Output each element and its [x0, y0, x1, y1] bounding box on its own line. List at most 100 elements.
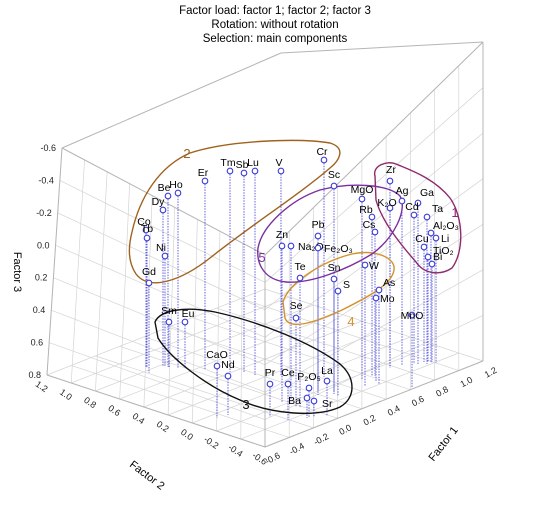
point-marker: [266, 380, 274, 388]
x-tick-label: 0.2: [362, 413, 378, 428]
point-label: Mo: [380, 293, 395, 305]
left-wall-gridline: [49, 342, 266, 420]
group-label-4: 4: [347, 314, 354, 329]
point-label: Ba: [288, 395, 301, 407]
z-axis-label: Factor 3: [11, 252, 23, 292]
z-tick-label: 0.2: [35, 273, 48, 283]
floor-gridline: [119, 312, 338, 400]
point-marker: [386, 177, 394, 185]
floor-gridline: [240, 298, 459, 371]
left-wall-gridline: [95, 171, 108, 392]
point-marker: [287, 242, 295, 250]
point-marker: [277, 167, 285, 175]
point-label: Se: [290, 300, 303, 312]
point-label: MgO: [351, 184, 374, 196]
z-tick-label: 0.8: [28, 370, 41, 380]
group-outline-5: [257, 184, 403, 283]
point-marker: [398, 197, 406, 205]
group-outline-2: [128, 139, 341, 284]
group-label-3: 3: [242, 397, 249, 412]
floor-gridline: [264, 288, 484, 362]
point-marker: [142, 226, 150, 234]
point-marker: [358, 195, 366, 203]
floor-gridline: [216, 307, 435, 381]
left-wall-gridline: [70, 159, 85, 384]
point-label: CaO: [206, 349, 228, 361]
point-marker: [314, 244, 322, 252]
point-label: Nd: [221, 359, 235, 371]
point-label: P₂O₅: [297, 371, 320, 383]
left-wall-gridline: [55, 244, 266, 338]
point-label: Rb: [359, 204, 373, 216]
point-marker: [361, 261, 369, 269]
left-wall-gridline: [191, 219, 198, 424]
floor-gridline: [119, 346, 338, 419]
point-marker: [201, 177, 209, 185]
point-label: K₂O: [377, 197, 396, 209]
left-wall-gridline: [51, 309, 266, 393]
point-label: Sc: [328, 169, 340, 181]
right-wall-gridline: [264, 87, 484, 283]
y-tick-label: 0.8: [82, 395, 98, 410]
point-marker: [432, 234, 440, 242]
point-marker: [428, 260, 436, 268]
point-marker: [414, 199, 422, 207]
point-label: Dy: [152, 196, 166, 208]
y-tick-label: -0.4: [226, 442, 244, 459]
point-marker: [226, 167, 234, 175]
point-marker: [174, 189, 182, 197]
point-label: Al₂O₃: [433, 220, 459, 232]
point-label: Zn: [276, 229, 288, 241]
point-label: Zr: [386, 164, 396, 176]
left-wall-gridline: [143, 195, 153, 408]
point-marker: [213, 362, 221, 370]
point-label: Ce: [281, 367, 295, 379]
z-tick-label: 0.6: [31, 338, 44, 348]
point-label: Tb: [141, 223, 153, 235]
point-label: Be: [158, 182, 171, 194]
point-marker: [423, 213, 431, 221]
point-label: Sm: [161, 305, 177, 317]
point-label: Tm: [220, 157, 235, 169]
x-tick-label: 0.8: [434, 384, 450, 399]
point-label: Gd: [142, 266, 156, 278]
left-wall-gridline: [57, 212, 266, 311]
floor-gridline: [95, 355, 314, 429]
point-marker: [334, 287, 342, 295]
point-marker: [375, 286, 383, 294]
z-tick-label: 0.0: [37, 240, 50, 250]
right-wall-gridline: [264, 315, 484, 420]
point-label: MnO: [401, 310, 424, 322]
floor-gridline: [216, 344, 435, 432]
group-outline-4: [282, 252, 395, 326]
floor-gridline: [168, 326, 387, 400]
group-label-5: 5: [258, 250, 265, 265]
x-tick-label: -0.4: [288, 441, 306, 457]
point-marker: [165, 318, 173, 326]
point-label: S: [343, 279, 350, 291]
y-tick-label: 1.0: [58, 387, 74, 402]
point-marker: [386, 204, 394, 212]
x-tick-label: 0.4: [386, 403, 402, 418]
right-wall-gridline: [264, 269, 484, 393]
point-marker: [224, 372, 232, 380]
point-label: Ag: [396, 185, 409, 197]
point-marker: [240, 169, 248, 177]
point-marker: [420, 243, 428, 251]
y-tick-label: 0.6: [106, 403, 122, 418]
floor-gridline: [143, 320, 363, 408]
y-tick-label: 0.4: [131, 411, 147, 426]
point-label: Ga: [420, 187, 434, 199]
point-label: Lu: [247, 157, 259, 169]
point-marker: [410, 211, 418, 219]
point-label: Bi: [433, 251, 442, 263]
floor-gridline: [95, 304, 314, 392]
point-marker: [424, 253, 432, 261]
point-marker: [284, 380, 292, 388]
x-tick-label: 0.6: [410, 394, 426, 409]
z-tick-label: -0.2: [36, 208, 52, 218]
point-marker: [372, 294, 380, 302]
point-label: V: [275, 157, 282, 169]
